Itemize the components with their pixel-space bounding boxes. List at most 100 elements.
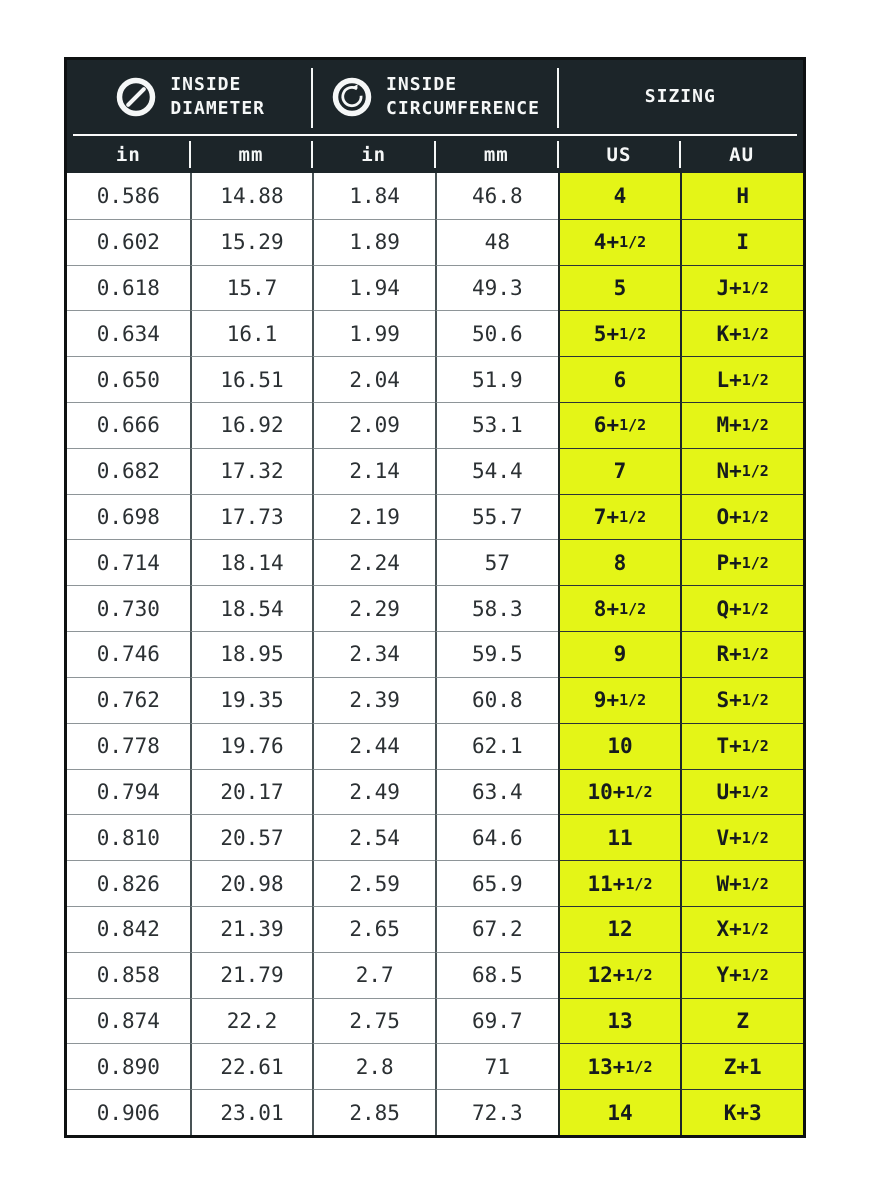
cell-diameter-in: 0.650 [67, 356, 190, 403]
cell-circumference-in: 1.84 [312, 173, 435, 219]
cell-au-size: K+ 1/2 [680, 310, 803, 357]
cell-diameter-in: 0.714 [67, 539, 190, 586]
cell-diameter-mm: 14.88 [189, 173, 313, 219]
cell-circumference-mm: 58.3 [434, 585, 558, 632]
header-group-inside-diameter: INSIDE DIAMETER [67, 60, 312, 134]
cell-us-size: 10+ 1/2 [557, 768, 681, 815]
cell-circumference-in: 1.89 [312, 218, 435, 265]
cell-circumference-mm: 46.8 [434, 173, 558, 219]
cell-diameter-in: 0.810 [67, 814, 190, 861]
ring-size-chart-table: INSIDE DIAMETER INSIDE CIRCUMFERENCE [64, 57, 806, 1138]
cell-diameter-in: 0.666 [67, 402, 190, 448]
cell-circumference-mm: 53.1 [434, 402, 558, 448]
header-group-label: INSIDE DIAMETER [170, 73, 266, 119]
table-header: INSIDE DIAMETER INSIDE CIRCUMFERENCE [67, 60, 803, 173]
cell-us-size: 12 [557, 905, 681, 952]
cell-us-size: 4 [557, 173, 681, 219]
cell-diameter-in: 0.762 [67, 676, 190, 723]
cell-circumference-mm: 49.3 [434, 264, 558, 311]
cell-diameter-mm: 18.54 [189, 585, 313, 632]
cell-circumference-mm: 62.1 [434, 722, 558, 769]
cell-diameter-mm: 17.32 [189, 447, 313, 494]
cell-diameter-mm: 19.76 [189, 722, 313, 769]
cell-au-size: Y+ 1/2 [680, 951, 803, 998]
cell-diameter-mm: 15.29 [189, 218, 313, 265]
cell-circumference-mm: 55.7 [434, 493, 558, 540]
cell-circumference-mm: 50.6 [434, 310, 558, 357]
cell-circumference-in: 2.54 [312, 814, 435, 861]
cell-diameter-mm: 16.92 [189, 402, 313, 448]
header-group-sizing: SIZING [556, 60, 803, 134]
cell-us-size: 6 [557, 356, 681, 403]
cell-au-size: O+ 1/2 [680, 493, 803, 540]
cell-us-size: 11 [557, 814, 681, 861]
cell-circumference-in: 2.7 [312, 951, 435, 998]
cell-au-size: K+3 [680, 1089, 803, 1135]
cell-au-size: T+ 1/2 [680, 722, 803, 769]
cell-diameter-in: 0.826 [67, 860, 190, 906]
header-group-inside-circumference: INSIDE CIRCUMFERENCE [311, 60, 557, 134]
cell-circumference-in: 2.85 [312, 1089, 435, 1135]
header-title-row: INSIDE DIAMETER INSIDE CIRCUMFERENCE [67, 60, 803, 134]
cell-us-size: 5 [557, 264, 681, 311]
column-header-row: in mm in mm US AU [67, 136, 803, 173]
cell-au-size: J+ 1/2 [680, 264, 803, 311]
cell-au-size: I [680, 218, 803, 265]
cell-us-size: 10 [557, 722, 681, 769]
column-header-diameter-in: in [115, 143, 141, 166]
header-group-label: SIZING [644, 85, 716, 107]
cell-us-size: 13 [557, 997, 681, 1044]
cell-circumference-in: 2.09 [312, 402, 435, 448]
cell-diameter-mm: 21.39 [189, 905, 313, 952]
column-header-au-size: AU [679, 136, 803, 173]
cell-diameter-in: 0.698 [67, 493, 190, 540]
cell-us-size: 7 [557, 447, 681, 494]
cell-us-size: 8 [557, 539, 681, 586]
cell-us-size: 7+ 1/2 [557, 493, 681, 540]
cell-au-size: H [680, 173, 803, 219]
cell-diameter-in: 0.842 [67, 905, 190, 952]
cell-circumference-in: 2.49 [312, 768, 435, 815]
cell-circumference-mm: 68.5 [434, 951, 558, 998]
cell-diameter-mm: 19.35 [189, 676, 313, 723]
cell-diameter-in: 0.586 [67, 173, 190, 219]
circumference-icon [332, 77, 372, 117]
cell-circumference-in: 2.8 [312, 1043, 435, 1090]
cell-diameter-mm: 20.98 [189, 860, 313, 906]
cell-circumference-mm: 64.6 [434, 814, 558, 861]
cell-diameter-in: 0.682 [67, 447, 190, 494]
cell-diameter-mm: 21.79 [189, 951, 313, 998]
cell-au-size: V+ 1/2 [680, 814, 803, 861]
cell-circumference-mm: 57 [434, 539, 558, 586]
cell-diameter-mm: 20.17 [189, 768, 313, 815]
cell-au-size: U+ 1/2 [680, 768, 803, 815]
cell-diameter-mm: 17.73 [189, 493, 313, 540]
cell-diameter-mm: 22.61 [189, 1043, 313, 1090]
cell-au-size: Z [680, 997, 803, 1044]
table-body: 0.586 14.88 1.84 46.8 4 H 0.602 15.29 1.89 48 4+ 1/… [67, 173, 803, 1135]
cell-circumference-in: 1.94 [312, 264, 435, 311]
cell-circumference-in: 1.99 [312, 310, 435, 357]
column-header-diameter-mm: mm [188, 136, 313, 173]
cell-au-size: S+ 1/2 [680, 676, 803, 723]
cell-circumference-mm: 51.9 [434, 356, 558, 403]
cell-diameter-in: 0.730 [67, 585, 190, 632]
cell-au-size: W+ 1/2 [680, 860, 803, 906]
cell-us-size: 9 [557, 631, 681, 677]
cell-circumference-in: 2.19 [312, 493, 435, 540]
cell-au-size: Z+1 [680, 1043, 803, 1090]
cell-diameter-mm: 18.95 [189, 631, 313, 677]
diameter-icon [117, 77, 156, 117]
cell-circumference-in: 2.65 [312, 905, 435, 952]
cell-au-size: P+ 1/2 [680, 539, 803, 586]
cell-diameter-in: 0.890 [67, 1043, 190, 1090]
header-divider-line [73, 134, 797, 136]
cell-circumference-in: 2.04 [312, 356, 435, 403]
cell-circumference-mm: 54.4 [434, 447, 558, 494]
cell-diameter-mm: 15.7 [189, 264, 313, 311]
cell-circumference-in: 2.59 [312, 860, 435, 906]
cell-us-size: 4+ 1/2 [557, 218, 681, 265]
cell-diameter-mm: 23.01 [189, 1089, 313, 1135]
cell-au-size: R+ 1/2 [680, 631, 803, 677]
